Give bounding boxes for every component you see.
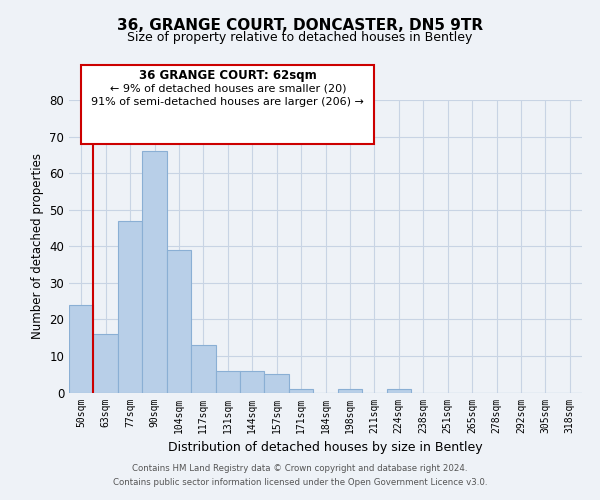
- Bar: [289, 389, 313, 392]
- Bar: [215, 370, 240, 392]
- Text: Contains HM Land Registry data © Crown copyright and database right 2024.: Contains HM Land Registry data © Crown c…: [132, 464, 468, 473]
- Text: 36 GRANGE COURT: 62sqm: 36 GRANGE COURT: 62sqm: [139, 69, 317, 82]
- Bar: [118, 220, 142, 392]
- Bar: [69, 304, 94, 392]
- Bar: [142, 151, 167, 392]
- Text: 91% of semi-detached houses are larger (206) →: 91% of semi-detached houses are larger (…: [91, 98, 364, 108]
- Bar: [265, 374, 289, 392]
- Bar: [240, 370, 265, 392]
- X-axis label: Distribution of detached houses by size in Bentley: Distribution of detached houses by size …: [168, 441, 483, 454]
- Bar: [167, 250, 191, 392]
- Text: ← 9% of detached houses are smaller (20): ← 9% of detached houses are smaller (20): [110, 84, 346, 94]
- Bar: [94, 334, 118, 392]
- Bar: [386, 389, 411, 392]
- Text: 36, GRANGE COURT, DONCASTER, DN5 9TR: 36, GRANGE COURT, DONCASTER, DN5 9TR: [117, 18, 483, 32]
- Text: Size of property relative to detached houses in Bentley: Size of property relative to detached ho…: [127, 31, 473, 44]
- Bar: [191, 345, 215, 393]
- Y-axis label: Number of detached properties: Number of detached properties: [31, 153, 44, 340]
- Text: Contains public sector information licensed under the Open Government Licence v3: Contains public sector information licen…: [113, 478, 487, 487]
- Bar: [338, 389, 362, 392]
